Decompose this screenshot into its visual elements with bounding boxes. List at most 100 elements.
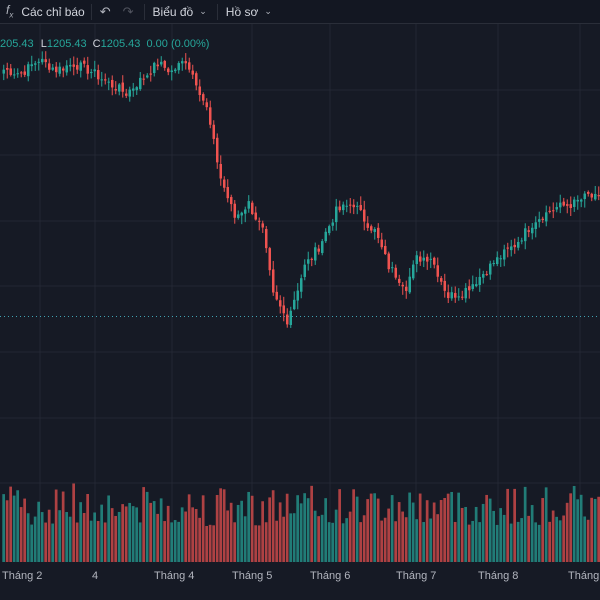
volume-bar [191,507,194,562]
volume-bar [548,521,551,562]
candle-body [258,220,261,222]
volume-bar [404,517,408,562]
volume-bar [453,521,457,562]
volume-bar [523,486,527,562]
candle-body [492,263,495,265]
candle-body [65,65,68,73]
volume-bar [124,506,128,562]
candle-body [573,199,576,207]
undo-button[interactable]: ↶ [92,0,117,24]
volume-bar [163,521,166,562]
volume-bar [261,501,264,562]
volume-bar [117,511,121,562]
volume-bar [306,498,310,562]
candle-body [44,59,47,63]
volume-bar [544,487,548,562]
candle-body [160,61,163,65]
candle-body [282,305,285,314]
candle-body [443,280,446,291]
candle-body [524,228,527,242]
volume-bar [152,501,156,562]
profile-dropdown[interactable]: Hồ sơ ⌄ [218,0,280,24]
volume-bar [446,493,450,562]
volume-bar [488,498,492,562]
volume-bar [149,502,152,562]
volume-bar [250,495,254,562]
volume-bar [275,520,278,562]
candle-body [205,102,208,108]
candle-body [534,222,537,229]
volume-bar [457,492,460,562]
open-value: 205.43 [0,38,34,50]
volume-bar [562,515,565,562]
volume-bar [208,524,212,562]
x-axis-tick-label: 4 [92,570,98,582]
volume-bar [593,498,597,562]
volume-bar [317,516,320,562]
candle-body [359,205,362,211]
volume-bar [429,518,432,562]
volume-bar [569,493,572,562]
candle-body [422,257,425,261]
volume-bar [110,508,114,562]
candle-body [55,66,58,73]
toolbar-divider [216,3,218,20]
x-axis: Tháng 2 4 Tháng 4 Tháng 5 Tháng 6 Tháng 7 Thán… [2,570,599,582]
volume-bar [387,508,390,562]
candle-body [597,195,600,197]
volume-bar [502,514,506,562]
volume-bar [2,494,5,562]
volume-bar [58,510,61,562]
volume-bar [345,518,348,562]
candle-body [506,247,509,249]
candle-body [510,246,513,251]
candle-body [405,286,408,291]
chevron-down-icon: ⌄ [199,6,207,16]
indicators-button[interactable]: Các chỉ báo [19,0,90,24]
volume-bar [422,522,425,562]
volume-bar [376,498,380,562]
volume-bar [485,494,488,562]
candle-body [440,278,443,282]
candle-body [153,62,156,74]
candlestick-series [2,51,600,328]
volume-bar [170,522,173,562]
candle-body [464,287,467,299]
volume-bar [590,497,593,562]
volume-bar [86,493,89,562]
candle-body [296,290,299,301]
volume-bar [576,499,579,562]
candle-body [412,264,415,279]
volume-bar [310,485,313,562]
candle-body [170,70,173,73]
candle-body [251,202,254,215]
volume-bar [226,510,229,562]
candle-body [135,87,138,91]
candle-body [482,274,485,278]
volume-bar [54,489,58,562]
volume-bar [247,491,250,562]
candle-body [268,248,271,271]
candle-body [156,64,159,67]
volume-bar [254,525,257,562]
volume-bar [467,524,471,562]
volume-bar [415,519,418,562]
volume-bar [460,507,464,562]
change-value: 0.00 [146,38,168,50]
volume-bar [292,513,296,562]
fx-indicator-button[interactable]: fx [0,0,19,24]
volume-bar [180,507,184,562]
volume-bar [44,522,47,562]
volume-bar [236,504,240,562]
candle-body [447,292,450,299]
volume-bar [516,521,520,562]
redo-button[interactable]: ↷ [117,0,144,24]
candle-body [527,230,530,232]
volume-bar [411,502,415,562]
candle-body [111,79,114,88]
profile-label: Hồ sơ [225,4,259,19]
volume-bar [19,507,23,562]
candle-body [303,264,306,277]
chart-type-dropdown[interactable]: Biểu đồ ⌄ [145,0,217,24]
